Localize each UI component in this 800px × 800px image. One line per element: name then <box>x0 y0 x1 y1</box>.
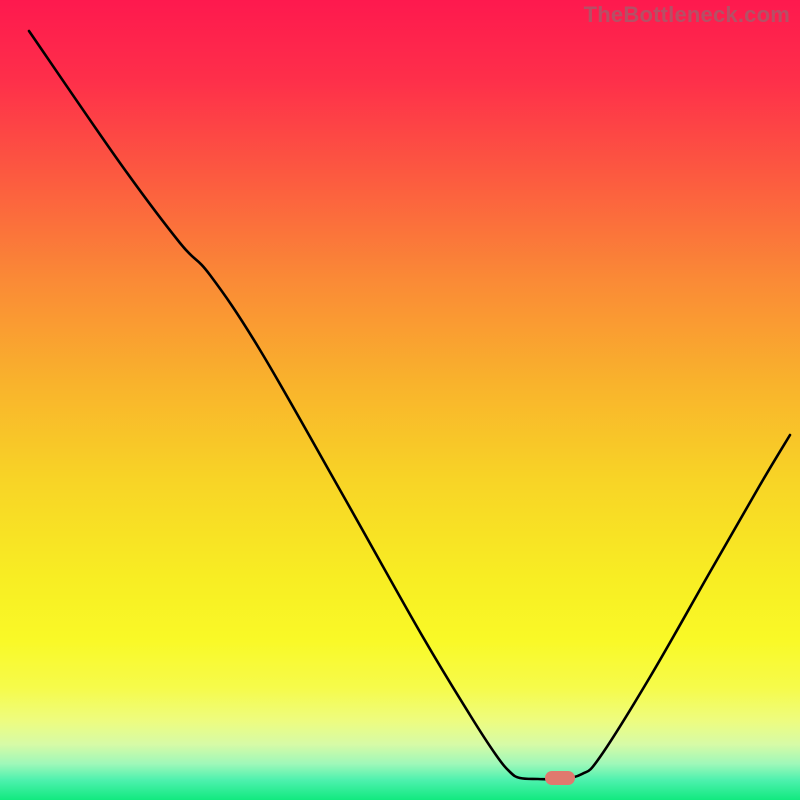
gradient-background <box>0 0 800 800</box>
gradient-rect <box>0 0 800 800</box>
optimum-marker <box>545 771 575 785</box>
chart-stage: TheBottleneck.com <box>0 0 800 800</box>
watermark-text: TheBottleneck.com <box>584 2 790 28</box>
